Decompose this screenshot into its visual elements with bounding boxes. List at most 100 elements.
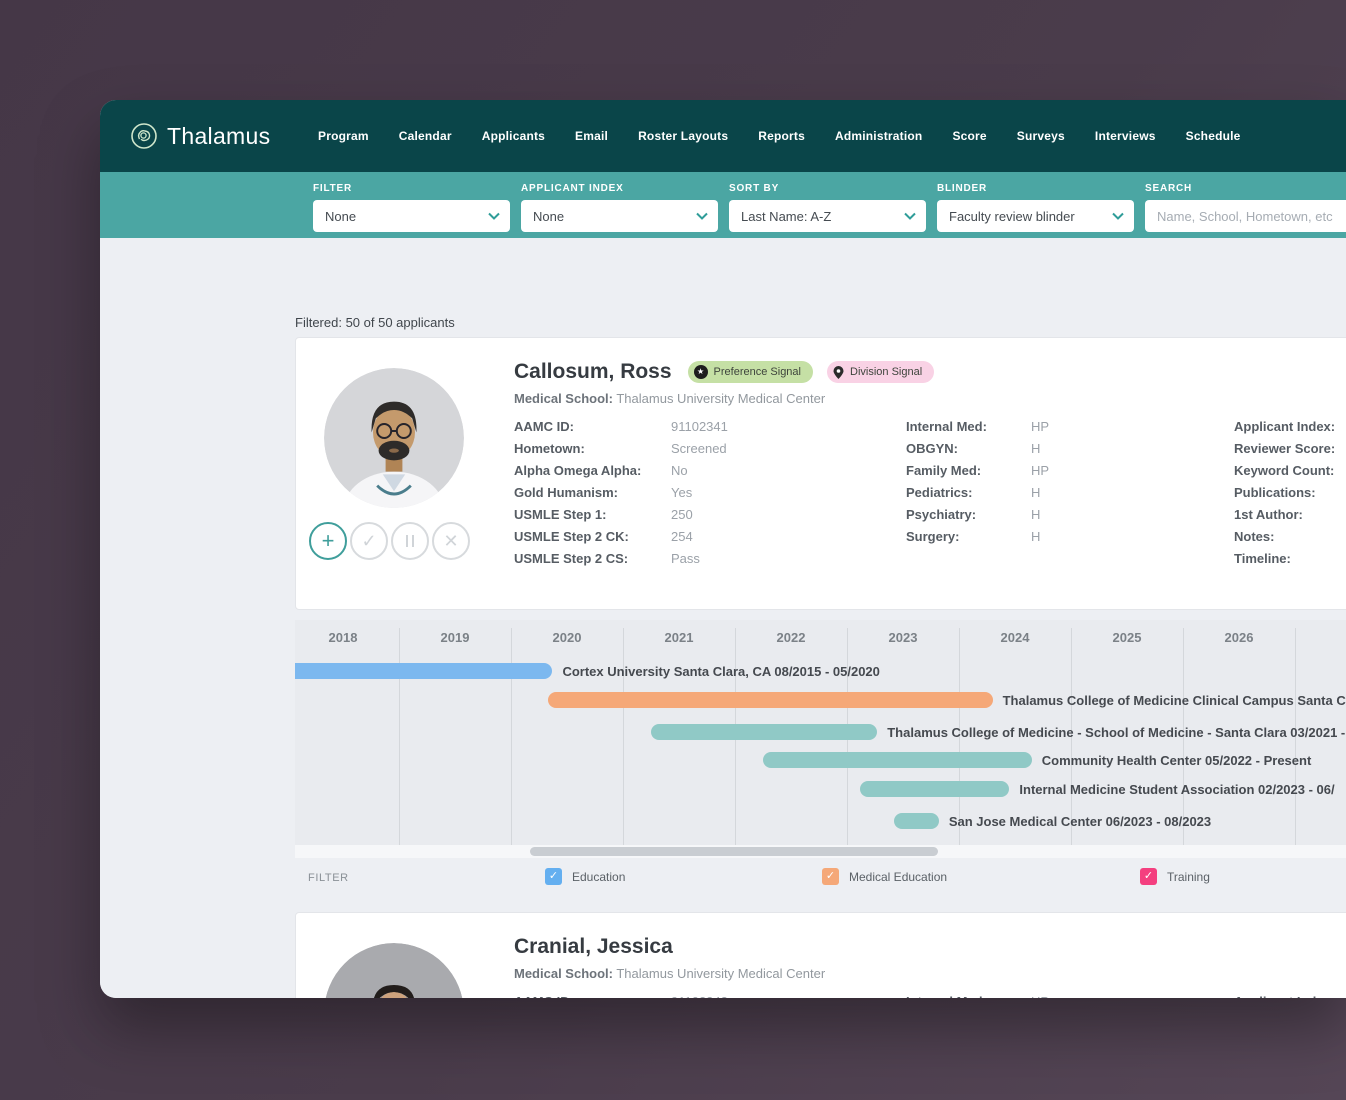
timeline-bar-education xyxy=(295,663,553,679)
approve-applicant-button[interactable]: ✓ xyxy=(350,522,388,560)
detail-label: Alpha Omega Alpha: xyxy=(514,462,642,478)
timeline-gridline xyxy=(1183,628,1184,845)
dropdown-applicant-index[interactable]: None xyxy=(521,200,718,232)
detail-label: Gold Humanism: xyxy=(514,484,619,500)
applicant-card: + ✓ ✕ Callosum, Ross ★ Preference Signal D… xyxy=(295,337,1346,610)
nav-item-interviews[interactable]: Interviews xyxy=(1094,129,1156,143)
detail-value: H xyxy=(1031,528,1041,544)
filter-field-label: SORT BY xyxy=(729,183,780,194)
detail-label: USMLE Step 2 CK: xyxy=(514,528,629,544)
detail-label: Applicant Index: xyxy=(1234,418,1336,434)
nav-item-applicants[interactable]: Applicants xyxy=(481,129,546,143)
detail-row: OBGYN: H xyxy=(906,437,1049,459)
detail-value: H xyxy=(1031,484,1041,500)
timeline-filter-option-education[interactable]: ✓ Education xyxy=(545,868,625,885)
detail-label: Reviewer Score: xyxy=(1234,440,1336,456)
checkbox-label: Education xyxy=(572,869,626,884)
nav-item-calendar[interactable]: Calendar xyxy=(398,129,452,143)
detail-row: Keyword Count: xyxy=(1234,459,1346,481)
brand[interactable]: Thalamus xyxy=(130,122,292,150)
add-applicant-button[interactable]: + xyxy=(309,522,347,560)
timeline-filter-option-training[interactable]: ✓ Training xyxy=(1140,868,1210,885)
detail-row: Hometown: Screened xyxy=(514,437,728,459)
detail-row: Applicant Index: xyxy=(1234,990,1346,999)
filter-group-blinder: BLINDER Faculty review blinder xyxy=(937,183,1134,238)
detail-label: OBGYN: xyxy=(906,440,958,456)
nav-item-email[interactable]: Email xyxy=(575,129,609,143)
pin-icon xyxy=(833,365,844,379)
medical-education-checkbox[interactable]: ✓ xyxy=(822,868,839,885)
nav-item-program[interactable]: Program xyxy=(318,129,369,143)
detail-row: Gold Humanism: Yes xyxy=(514,481,728,503)
reject-applicant-button[interactable]: ✕ xyxy=(432,522,470,560)
hold-applicant-button[interactable] xyxy=(391,522,429,560)
timeline-year-label: 2026 xyxy=(1224,630,1254,645)
detail-row: Psychiatry: H xyxy=(906,503,1049,525)
detail-row: AAMC ID:91102342 xyxy=(514,990,728,999)
detail-label: Notes: xyxy=(1234,528,1275,544)
filter-field-label: SEARCH xyxy=(1145,183,1193,194)
timeline-bar-medical-education xyxy=(547,692,993,708)
badge-preference-signal: ★ Preference Signal xyxy=(687,361,813,383)
dropdown-sort-by[interactable]: Last Name: A-Z xyxy=(729,200,926,232)
detail-label: AAMC ID: xyxy=(514,994,671,999)
education-checkbox[interactable]: ✓ xyxy=(545,868,562,885)
filter-group-filter: FILTER None xyxy=(313,183,510,238)
timeline-year-label: 2022 xyxy=(776,630,806,645)
dropdown-selected-value: Faculty review blinder xyxy=(949,208,1075,224)
detail-value: 91102341 xyxy=(671,418,728,434)
timeline-filter-row: FILTER ✓ Education ✓ Medical Education ✓ Trai… xyxy=(295,858,1346,900)
chevron-down-icon xyxy=(696,212,708,220)
timeline-scrollbar-thumb[interactable] xyxy=(530,847,938,856)
star-icon: ★ xyxy=(693,365,708,379)
detail-label: Publications: xyxy=(1234,484,1316,500)
detail-row: Alpha Omega Alpha: No xyxy=(514,459,728,481)
timeline-bar-label: San Jose Medical Center 06/2023 - 08/202… xyxy=(948,814,1212,829)
timeline-filter-option-medical-education[interactable]: ✓ Medical Education xyxy=(822,868,947,885)
detail-label: 1st Author: xyxy=(1234,506,1303,522)
chevron-down-icon xyxy=(904,212,916,220)
badge-division-signal: Division Signal xyxy=(827,361,935,383)
applicant-timeline-chart: 2018 2019 2020 2021 2022 2023 2024 2025 2026 Cort… xyxy=(295,620,1346,845)
timeline-year-label: 2024 xyxy=(1000,630,1030,645)
detail-row: Surgery: H xyxy=(906,525,1049,547)
chevron-down-icon xyxy=(488,212,500,220)
detail-label: Psychiatry: xyxy=(906,506,977,522)
timeline-bar-label: Cortex University Santa Clara, CA 08/201… xyxy=(562,664,880,679)
detail-label: Pediatrics: xyxy=(906,484,973,500)
nav-item-roster-layouts[interactable]: Roster Layouts xyxy=(638,129,729,143)
nav-item-score[interactable]: Score xyxy=(952,129,987,143)
timeline-gridline xyxy=(959,628,960,845)
timeline-bar-label: Thalamus College of Medicine Clinical Ca… xyxy=(1002,693,1346,708)
timeline-year-label: 2019 xyxy=(440,630,470,645)
detail-row: Timeline: xyxy=(1234,547,1346,569)
filtered-count: Filtered: 50 of 50 applicants xyxy=(295,315,455,330)
timeline-bar-label: Internal Medicine Student Association 02… xyxy=(1019,782,1335,797)
app-window: Thalamus Program Calendar Applicants Email R… xyxy=(100,100,1346,998)
details-column-2: Internal Med:HP xyxy=(906,990,1049,999)
chevron-down-icon xyxy=(1112,212,1124,220)
nav-item-administration[interactable]: Administration xyxy=(834,129,923,143)
timeline-gridline xyxy=(511,628,512,845)
training-checkbox[interactable]: ✓ xyxy=(1140,868,1157,885)
nav-item-surveys[interactable]: Surveys xyxy=(1016,129,1065,143)
applicant-card-slot: + ✓ ✕ Cranial, Jessica Medical School: T… xyxy=(295,912,1346,998)
applicant-card-slot: + ✓ ✕ Callosum, Ross ★ Preference Signal D… xyxy=(295,337,1346,610)
detail-row: USMLE Step 2 CK: 254 xyxy=(514,525,728,547)
detail-value: HP xyxy=(1031,462,1050,478)
badge-label: Division Signal xyxy=(850,366,923,378)
filter-group-sort-by: SORT BY Last Name: A-Z xyxy=(729,183,926,238)
brand-name: Thalamus xyxy=(167,122,271,149)
nav-item-reports[interactable]: Reports xyxy=(758,129,805,143)
search-input[interactable] xyxy=(1145,200,1346,232)
detail-value: HP xyxy=(1031,418,1050,434)
timeline-bar-medical-education xyxy=(651,724,878,740)
dropdown-blinder[interactable]: Faculty review blinder xyxy=(937,200,1134,232)
detail-label: USMLE Step 1: xyxy=(514,506,607,522)
timeline-scrollbar xyxy=(295,845,1346,858)
detail-value: No xyxy=(671,462,688,478)
detail-value: H xyxy=(1031,506,1041,522)
dropdown-filter[interactable]: None xyxy=(313,200,510,232)
filter-field-label: BLINDER xyxy=(937,183,988,194)
nav-item-schedule[interactable]: Schedule xyxy=(1185,129,1241,143)
